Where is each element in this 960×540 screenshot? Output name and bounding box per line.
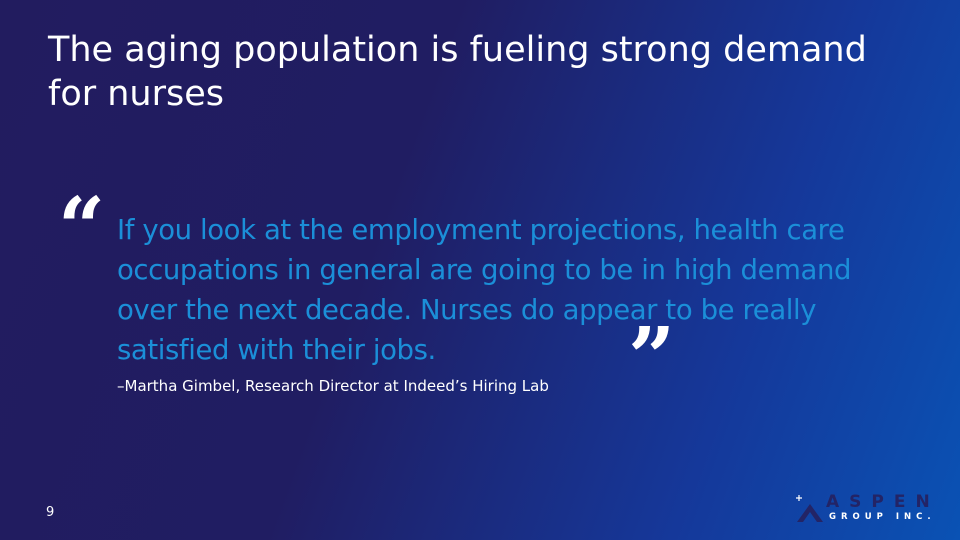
slide-title: The aging population is fueling strong d… (48, 30, 867, 114)
quote-attribution: –Martha Gimbel, Research Director at Ind… (117, 377, 549, 395)
mountain-icon (796, 495, 823, 522)
quote-text: If you look at the employment projection… (117, 214, 852, 366)
logo-aspen-text: ASPEN (826, 492, 940, 512)
aspen-group-logo: ASPEN GROUP INC. (796, 492, 936, 526)
close-quote-mark: ” (628, 310, 676, 406)
page-number: 9 (46, 505, 55, 520)
logo-group-text: GROUP INC. (829, 512, 936, 522)
open-quote-mark: “ (58, 180, 106, 276)
